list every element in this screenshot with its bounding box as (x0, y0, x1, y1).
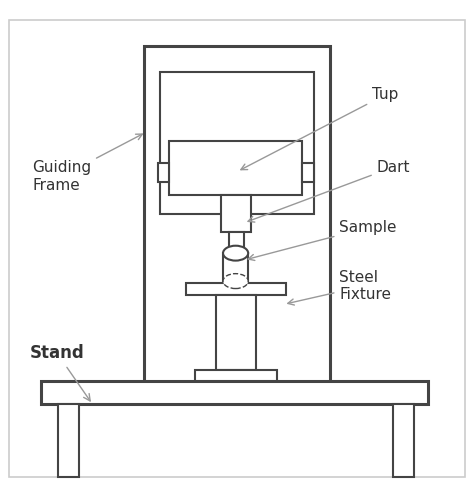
Text: Sample: Sample (248, 220, 397, 260)
Bar (216, 295, 255, 370)
Text: Tup: Tup (241, 87, 399, 169)
Bar (144, 46, 330, 400)
Bar (195, 370, 277, 381)
Bar (186, 283, 286, 295)
Bar (229, 232, 244, 326)
Bar (160, 72, 314, 214)
Text: Guiding
Frame: Guiding Frame (32, 134, 142, 192)
Bar (58, 405, 79, 477)
Text: Steel
Fixture: Steel Fixture (288, 269, 392, 305)
Bar (302, 164, 314, 182)
Text: Dart: Dart (248, 160, 410, 222)
Bar (221, 195, 251, 232)
Bar (170, 142, 302, 195)
Bar (41, 381, 428, 405)
Bar (393, 405, 414, 477)
Ellipse shape (223, 274, 248, 289)
Ellipse shape (223, 246, 248, 260)
Text: Stand: Stand (30, 344, 90, 401)
Bar (223, 253, 248, 281)
Bar (158, 164, 170, 182)
